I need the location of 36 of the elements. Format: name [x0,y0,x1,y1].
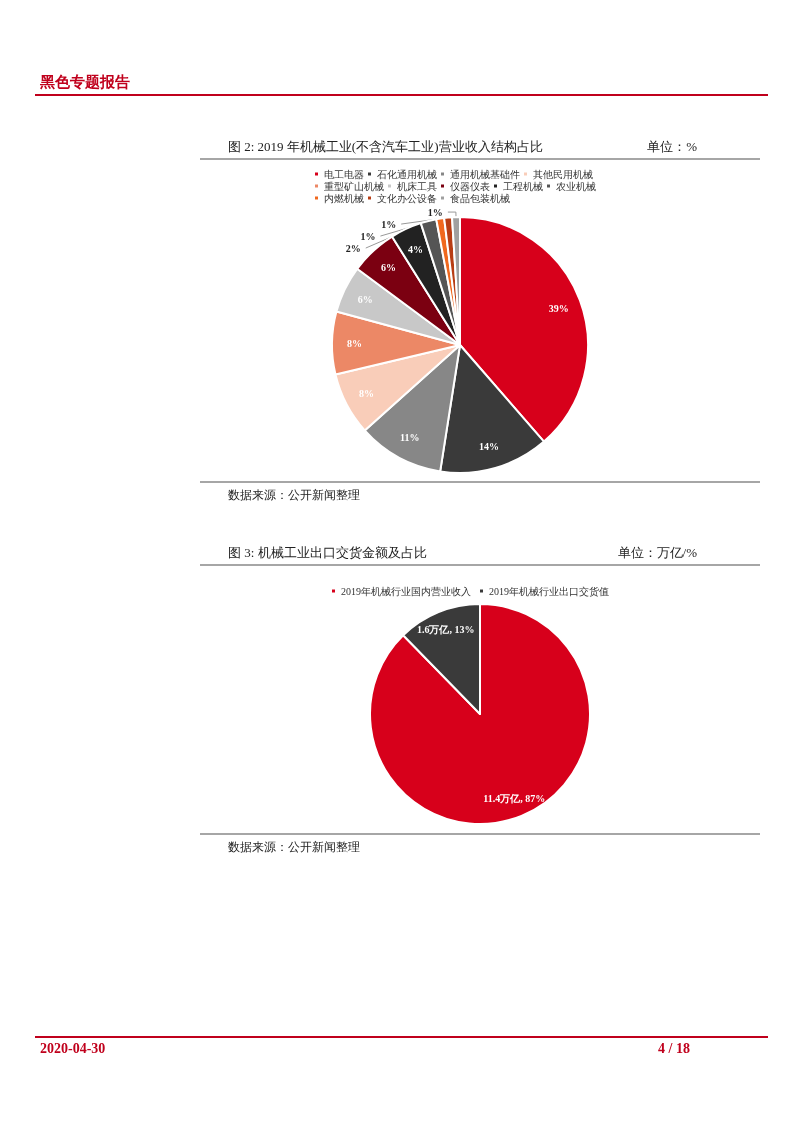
source-note: 数据来源：公开新闻整理 [228,839,360,856]
legend-label: 内燃机械 [324,192,364,204]
data-label: 11% [399,432,420,444]
data-label: 6% [380,262,396,274]
text: 单位：万亿/% [617,544,697,562]
data-label: 4% [408,243,424,255]
legend-label: 其他民用机械 [533,168,593,180]
legend-label: 重型矿山机械 [324,180,384,192]
chart-title: 图 2: 2019 年机械工业(不含汽车工业)营业收入结构占比 [228,138,543,156]
data-label: 39% [548,302,569,314]
text: 单位：% [647,138,697,156]
legend-label: 食品包装机械 [450,192,510,204]
data-label: 14% [479,440,500,452]
text: 2020-04-30 [40,1041,106,1057]
text: 黑色专题报告 [40,73,130,92]
legend-label: 2019年机械行业出口交货值 [489,585,609,597]
legend-label: 通用机械基础件 [450,168,520,180]
legend-label: 工程机械 [503,180,543,192]
data-label: 1% [427,206,443,218]
text: 4 / 18 [658,1041,690,1057]
legend-label: 2019年机械行业国内营业收入 [341,585,471,597]
chart-title: 图 3: 机械工业出口交货金额及占比 [228,544,427,562]
source-note: 数据来源：公开新闻整理 [228,487,360,504]
data-label: 1% [360,230,376,242]
data-label: 8% [347,337,363,349]
data-label: 11.4万亿, 87% [483,792,546,804]
legend-label: 农业机械 [556,180,596,192]
data-label: 1.6万亿, 13% [416,624,475,636]
data-label: 2% [345,242,361,254]
legend-label: 仪器仪表 [450,180,490,192]
legend-label: 文化办公设备 [377,192,437,204]
legend-label: 电工电器 [324,168,364,180]
data-label: 1% [381,218,397,230]
data-label: 8% [359,388,375,400]
legend-label: 机床工具 [397,180,437,192]
legend-label: 石化通用机械 [377,168,437,180]
